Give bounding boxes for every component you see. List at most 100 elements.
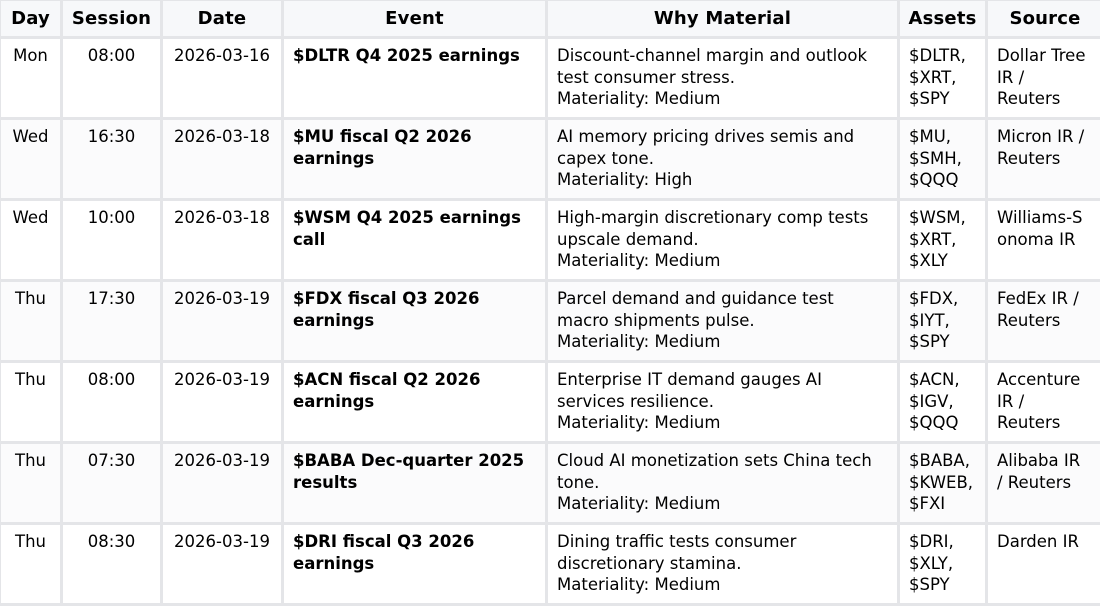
cell-why-line: upscale demand. — [557, 229, 699, 249]
cell-source-line: Alibaba IR — [997, 451, 1081, 470]
table-header: Day Session Date Event Why Material Asse… — [1, 1, 1100, 36]
cell-source: Alibaba IR / Reuters — [988, 444, 1100, 522]
cell-date: 2026-03-18 — [163, 201, 281, 279]
cell-event-line: $ACN fiscal Q2 2026 — [293, 370, 481, 389]
cell-why: AI memory pricing drives semis and capex … — [548, 120, 897, 198]
cell-day: Thu — [1, 444, 60, 522]
cell-source-line: Darden IR — [997, 532, 1079, 551]
cell-event-line: $DLTR Q4 2025 earnings — [293, 46, 520, 65]
cell-assets: $WSM, $XRT, $XLY — [900, 201, 985, 279]
table-row[interactable]: Thu 17:30 2026-03-19 $FDX fiscal Q3 2026 ear… — [1, 282, 1100, 360]
cell-event-line: $MU fiscal Q2 2026 — [293, 127, 472, 146]
cell-why-line: High-margin discretionary comp tests — [557, 208, 869, 227]
cell-assets-line: $SPY — [909, 575, 950, 594]
cell-source-line: Reuters — [997, 310, 1061, 330]
cell-source-line: Accenture — [997, 370, 1081, 389]
cell-assets-line: $WSM, — [909, 208, 966, 227]
header-day[interactable]: Day — [1, 1, 60, 36]
cell-assets-line: $ACN, — [909, 370, 960, 389]
cell-assets-line: $SPY — [909, 332, 950, 351]
cell-assets-line: $BABA, — [909, 451, 970, 470]
cell-assets-line: $SPY — [909, 89, 950, 108]
cell-why-line: Enterprise IT demand gauges AI — [557, 370, 822, 389]
cell-why: Parcel demand and guidance test macro shi… — [548, 282, 897, 360]
cell-source-line: IR / — [997, 391, 1025, 411]
cell-day: Mon — [1, 39, 60, 117]
cell-why-line: Parcel demand and guidance test — [557, 289, 834, 308]
cell-session: 16:30 — [63, 120, 160, 198]
cell-assets-line: $QQQ — [909, 413, 959, 432]
cell-assets-line: $FXI — [909, 494, 946, 513]
cell-why-line: Materiality: High — [557, 170, 693, 189]
cell-assets: $FDX, $IYT, $SPY — [900, 282, 985, 360]
cell-assets-line: $DRI, — [909, 532, 954, 551]
cell-why: Discount-channel margin and outlook test … — [548, 39, 897, 117]
cell-session: 08:30 — [63, 525, 160, 603]
cell-event-line: $WSM Q4 2025 earnings — [293, 208, 521, 227]
cell-day: Thu — [1, 363, 60, 441]
header-event[interactable]: Event — [284, 1, 545, 36]
cell-source-line: Reuters — [997, 89, 1061, 108]
header-session[interactable]: Session — [63, 1, 160, 36]
cell-assets: $MU, $SMH, $QQQ — [900, 120, 985, 198]
cell-session: 07:30 — [63, 444, 160, 522]
cell-assets-line: $QQQ — [909, 170, 959, 189]
cell-why: Cloud AI monetization sets China tech ton… — [548, 444, 897, 522]
cell-source: Dollar Tree IR / Reuters — [988, 39, 1100, 117]
cell-day: Thu — [1, 525, 60, 603]
cell-date: 2026-03-19 — [163, 363, 281, 441]
cell-why-line: Discount-channel margin and outlook — [557, 46, 868, 65]
cell-event: $DRI fiscal Q3 2026 earnings — [284, 525, 545, 603]
table-row[interactable]: Wed 10:00 2026-03-18 $WSM Q4 2025 earnings c… — [1, 201, 1100, 279]
cell-source: Accenture IR / Reuters — [988, 363, 1100, 441]
header-date[interactable]: Date — [163, 1, 281, 36]
cell-why-line: AI memory pricing drives semis and — [557, 127, 855, 146]
cell-why-line: capex tone. — [557, 148, 654, 168]
cell-why-line: discretionary stamina. — [557, 553, 742, 573]
cell-source-line: Reuters — [997, 148, 1061, 168]
cell-event: $FDX fiscal Q3 2026 earnings — [284, 282, 545, 360]
header-source[interactable]: Source — [988, 1, 1100, 36]
table-row[interactable]: Thu 08:00 2026-03-19 $ACN fiscal Q2 2026 ear… — [1, 363, 1100, 441]
cell-why-line: macro shipments pulse. — [557, 310, 755, 330]
cell-session: 08:00 — [63, 363, 160, 441]
cell-assets: $BABA, $KWEB, $FXI — [900, 444, 985, 522]
cell-assets-line: $KWEB, — [909, 472, 974, 492]
cell-why-line: tone. — [557, 472, 600, 492]
cell-why-line: Dining traffic tests consumer — [557, 532, 797, 551]
cell-why-line: Cloud AI monetization sets China tech — [557, 451, 872, 470]
header-row: Day Session Date Event Why Material Asse… — [1, 1, 1100, 36]
cell-why-line: services resilience. — [557, 391, 714, 411]
cell-source-line: onoma IR — [997, 229, 1076, 249]
cell-event-line: $BABA Dec-quarter 2025 — [293, 451, 525, 470]
cell-why-line: Materiality: Medium — [557, 89, 721, 108]
cell-date: 2026-03-19 — [163, 525, 281, 603]
cell-event: $DLTR Q4 2025 earnings — [284, 39, 545, 117]
cell-source: Darden IR — [988, 525, 1100, 603]
cell-session: 08:00 — [63, 39, 160, 117]
cell-day: Wed — [1, 120, 60, 198]
cell-assets-line: $FDX, — [909, 289, 959, 308]
cell-event-line: earnings — [293, 391, 375, 411]
cell-event-line: earnings — [293, 148, 375, 168]
cell-event-line: earnings — [293, 310, 375, 330]
cell-day: Wed — [1, 201, 60, 279]
table-body: Mon 08:00 2026-03-16 $DLTR Q4 2025 earnings… — [1, 39, 1100, 603]
cell-why-line: Materiality: Medium — [557, 575, 721, 594]
cell-event-line: $FDX fiscal Q3 2026 — [293, 289, 480, 308]
cell-assets: $ACN, $IGV, $QQQ — [900, 363, 985, 441]
table-row[interactable]: Wed 16:30 2026-03-18 $MU fiscal Q2 2026 earn… — [1, 120, 1100, 198]
cell-assets-line: $XLY, — [909, 553, 954, 573]
header-assets[interactable]: Assets — [900, 1, 985, 36]
cell-source-line: / Reuters — [997, 472, 1072, 492]
cell-date: 2026-03-19 — [163, 444, 281, 522]
cell-why: Enterprise IT demand gauges AI services r… — [548, 363, 897, 441]
cell-event: $ACN fiscal Q2 2026 earnings — [284, 363, 545, 441]
cell-why-line: test consumer stress. — [557, 67, 735, 87]
table-row[interactable]: Thu 07:30 2026-03-19 $BABA Dec-quarter 2025… — [1, 444, 1100, 522]
table-row[interactable]: Thu 08:30 2026-03-19 $DRI fiscal Q3 2026 ear… — [1, 525, 1100, 603]
cell-event-line: call — [293, 229, 326, 249]
cell-why-line: Materiality: Medium — [557, 332, 721, 351]
header-why-material[interactable]: Why Material — [548, 1, 897, 36]
table-row[interactable]: Mon 08:00 2026-03-16 $DLTR Q4 2025 earnings… — [1, 39, 1100, 117]
